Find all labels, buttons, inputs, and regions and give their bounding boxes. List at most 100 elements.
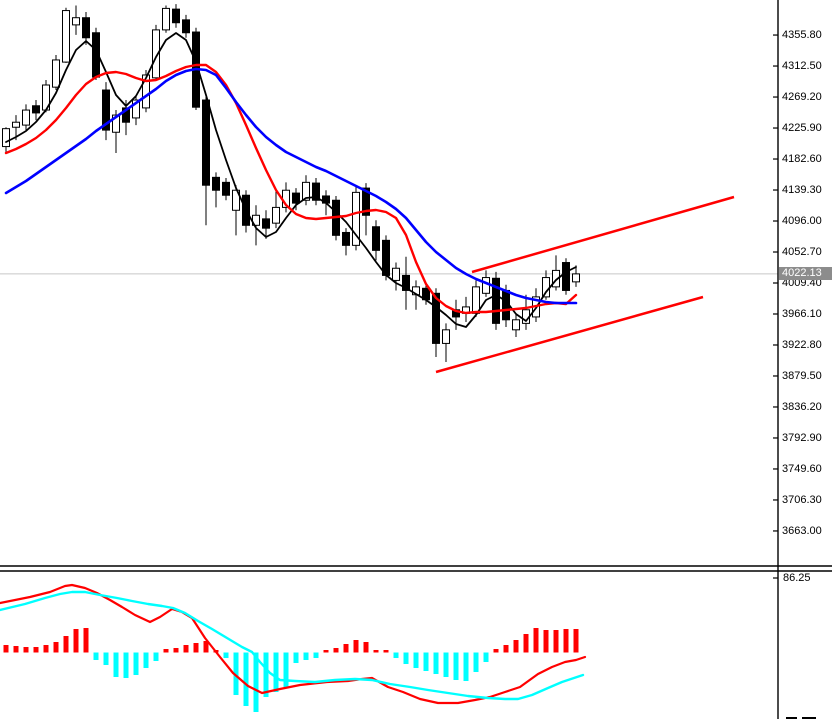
histogram-bar-red [33, 647, 39, 653]
candle-bear [432, 292, 440, 344]
candle-bull [542, 277, 550, 298]
histogram-bar-red [63, 636, 69, 653]
histogram-bar-red [53, 642, 59, 653]
ma-slow-blue [4, 67, 578, 305]
candle-bull [472, 286, 480, 314]
candle-bull [512, 319, 520, 331]
histogram-bar-red [573, 629, 579, 653]
histogram-bar-red [173, 648, 179, 653]
channel-upper-trendline[interactable] [471, 195, 735, 274]
histogram-bar-cyan [143, 652, 149, 668]
candle-bear [372, 226, 380, 251]
candle-bull [232, 189, 240, 211]
histogram-bar-cyan [443, 652, 449, 677]
histogram-bar-cyan [413, 652, 419, 668]
candle-bull [272, 206, 280, 224]
candlestick-layer [2, 4, 580, 363]
candle-bear [402, 274, 410, 291]
price-axis-label: 3792.90 [782, 431, 822, 444]
histogram-bar-cyan [433, 652, 439, 674]
candle-bear [362, 187, 370, 216]
histogram-bar-red [533, 628, 539, 653]
histogram-bar-red [333, 648, 339, 653]
price-axis-label: 4139.30 [782, 184, 822, 196]
histogram-bar-red [513, 640, 519, 653]
trend-channel-layer[interactable] [435, 195, 735, 374]
price-axis-label: 3836.20 [782, 400, 822, 413]
histogram-bar-red [323, 650, 329, 653]
channel-lower-trendline[interactable] [435, 295, 704, 374]
histogram-bar-cyan [253, 652, 259, 712]
histogram-bar-cyan [463, 652, 469, 681]
histogram-bar-red [503, 645, 509, 653]
candle-bear [222, 181, 230, 196]
candle-bear [382, 239, 390, 276]
histogram-bar-cyan [93, 652, 99, 660]
histogram-bar-cyan [283, 652, 289, 687]
histogram-bar-red [83, 628, 89, 653]
histogram-bar-cyan [123, 652, 129, 678]
histogram-bar-cyan [233, 652, 239, 695]
histogram-bar-red [3, 645, 9, 653]
histogram-bar-red [523, 634, 529, 653]
candle-bull [162, 7, 170, 31]
candle-bear [262, 218, 270, 229]
moving-average-layer [4, 32, 578, 328]
clipped-axis-label-fragment [786, 717, 797, 719]
candle-bull [152, 29, 160, 79]
price-axis-label: 4096.00 [782, 215, 822, 227]
histogram-bar-cyan [313, 652, 319, 658]
histogram-bar-red [363, 642, 369, 653]
histogram-bar-red [343, 644, 349, 653]
candle-bull [132, 99, 140, 119]
candle-bull [552, 269, 560, 288]
histogram-bar-red [23, 647, 29, 653]
histogram-bar-red [43, 645, 49, 653]
candle-bull [442, 329, 450, 344]
histogram-bar-red [13, 646, 19, 653]
candle-bear [172, 8, 180, 24]
candle-bear [212, 176, 220, 191]
candle-bear [182, 19, 190, 34]
clipped-axis-label-fragment [802, 717, 816, 719]
histogram-bar-cyan [423, 652, 429, 671]
candle-bear [102, 89, 110, 131]
histogram-bar-red [193, 643, 199, 653]
candle-bear [122, 107, 130, 123]
histogram-bar-red [493, 649, 499, 653]
histogram-bar-cyan [453, 652, 459, 680]
candle-bull [142, 74, 150, 109]
candle-bull [22, 109, 30, 126]
price-axis-label: 3706.30 [782, 493, 822, 506]
candle-bear [342, 231, 350, 246]
histogram-bar-cyan [153, 652, 159, 661]
histogram-bar-cyan [263, 652, 269, 697]
price-axis-label: 3922.80 [782, 338, 822, 351]
price-axis-label: 4269.20 [782, 91, 822, 104]
candle-bull [392, 267, 400, 281]
histogram-bar-cyan [403, 652, 409, 664]
candle-bear [82, 17, 90, 39]
candle-bear [492, 277, 500, 324]
histogram-bar-cyan [473, 652, 479, 672]
price-axis-label: 3663.00 [782, 524, 822, 537]
histogram-bar-red [163, 649, 169, 653]
price-axis-label: 4052.70 [782, 246, 822, 258]
candle-bear [562, 262, 570, 291]
price-axis-label: 3749.60 [782, 462, 822, 475]
histogram-bar-red [183, 645, 189, 653]
histogram-bar-cyan [103, 652, 109, 665]
candle-bull [12, 121, 20, 128]
histogram-bar-cyan [243, 652, 249, 706]
candle-bull [302, 181, 310, 201]
histogram-bar-red [543, 630, 549, 653]
price-axis-label: 4182.60 [782, 153, 822, 166]
histogram-bar-red [553, 630, 559, 653]
histogram-bar-cyan [483, 652, 489, 662]
candle-bear [202, 99, 210, 186]
ma-mid-red [4, 63, 578, 315]
candle-bear [32, 105, 40, 114]
